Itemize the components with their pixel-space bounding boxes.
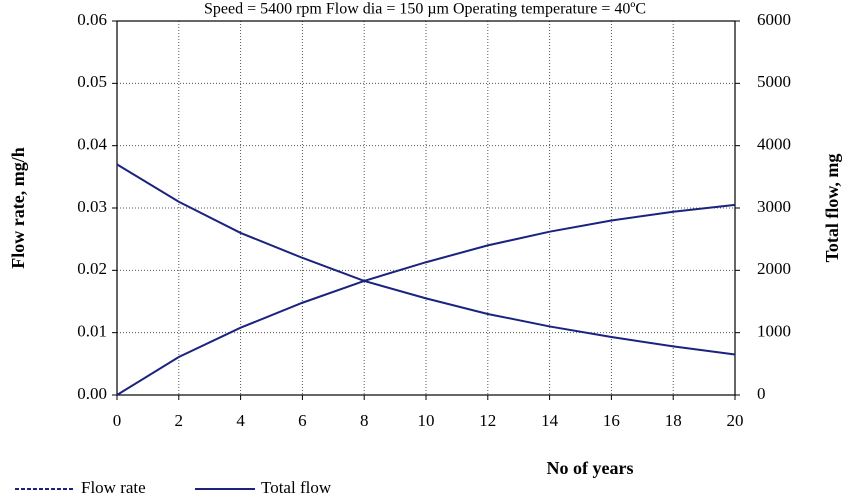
x-tick-label: 4 xyxy=(236,411,245,430)
x-tick-label: 6 xyxy=(298,411,307,430)
y2-tick-label: 1000 xyxy=(757,322,791,341)
y2-tick-label: 4000 xyxy=(757,135,791,154)
y-axis-title: Flow rate, mg/h xyxy=(8,147,28,268)
y-tick-label: 0.00 xyxy=(77,384,107,403)
y2-tick-label: 5000 xyxy=(757,72,791,91)
y2-axis-title: Total flow, mg xyxy=(822,154,842,263)
x-tick-label: 10 xyxy=(418,411,435,430)
legend-label: Flow rate xyxy=(81,478,146,497)
x-tick-label: 14 xyxy=(541,411,559,430)
x-tick-label: 2 xyxy=(175,411,184,430)
x-tick-label: 12 xyxy=(479,411,496,430)
x-axis-title: No of years xyxy=(547,458,634,478)
y2-tick-label: 6000 xyxy=(757,10,791,29)
y2-tick-label: 3000 xyxy=(757,197,791,216)
y-tick-label: 0.01 xyxy=(77,322,107,341)
x-tick-label: 20 xyxy=(727,411,744,430)
legend-label: Total flow xyxy=(261,478,332,497)
y2-tick-label: 2000 xyxy=(757,259,791,278)
chart-title: Speed = 5400 rpm Flow dia = 150 µm Opera… xyxy=(204,1,646,18)
y-tick-label: 0.03 xyxy=(77,197,107,216)
x-tick-label: 18 xyxy=(665,411,682,430)
plot-border xyxy=(116,20,736,396)
y-tick-label: 0.04 xyxy=(77,135,107,154)
y2-tick-label: 0 xyxy=(757,384,766,403)
line-series xyxy=(116,203,736,396)
y-tick-label: 0.06 xyxy=(77,10,107,29)
x-tick-label: 16 xyxy=(603,411,620,430)
y-tick-label: 0.02 xyxy=(77,259,107,278)
y-tick-label: 0.05 xyxy=(77,72,107,91)
line-series xyxy=(116,163,736,356)
x-tick-label: 8 xyxy=(360,411,369,430)
x-tick-label: 0 xyxy=(113,411,122,430)
